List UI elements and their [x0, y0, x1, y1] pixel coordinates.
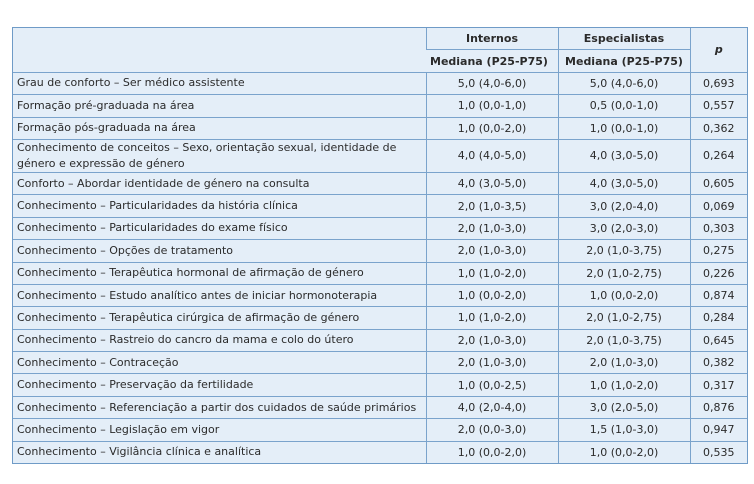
- p-cell: 0,693: [689, 72, 747, 96]
- internos-cell: 1,0 (0,0-2,5): [425, 373, 558, 397]
- p-cell: 0,605: [689, 172, 747, 196]
- p-cell: 0,284: [689, 306, 747, 330]
- row-label: Formação pré-graduada na área: [13, 94, 426, 118]
- p-cell: 0,645: [689, 329, 747, 353]
- especialistas-cell: 1,0 (0,0-2,0): [557, 441, 690, 464]
- especialistas-cell: 1,5 (1,0-3,0): [557, 418, 690, 442]
- especialistas-cell: 4,0 (3,0-5,0): [557, 139, 690, 173]
- table-row: Grau de conforto – Ser médico assistente…: [13, 72, 747, 96]
- especialistas-cell: 2,0 (1,0-3,75): [557, 329, 690, 353]
- table-row: Conhecimento – Preservação da fertilidad…: [13, 373, 747, 397]
- p-cell: 0,876: [689, 396, 747, 420]
- row-label: Conhecimento de conceitos – Sexo, orient…: [13, 139, 426, 173]
- group-header: Internos: [425, 28, 558, 51]
- table-row: Conhecimento – Referenciação a partir do…: [13, 396, 747, 420]
- table-row: Conhecimento – Legislação em vigor 2,0 (0…: [13, 418, 747, 442]
- internos-cell: 1,0 (0,0-2,0): [425, 117, 558, 140]
- table-row: Conforto – Abordar identidade de género …: [13, 172, 747, 196]
- internos-cell: 2,0 (1,0-3,0): [425, 217, 558, 241]
- p-cell: 0,303: [689, 217, 747, 241]
- row-label: Conhecimento – Preservação da fertilidad…: [13, 373, 426, 397]
- row-label: Conhecimento – Rastreio do cancro da mam…: [13, 329, 426, 353]
- p-cell: 0,874: [689, 284, 747, 308]
- internos-cell: 2,0 (1,0-3,0): [425, 239, 558, 263]
- row-label: Conhecimento – Legislação em vigor: [13, 418, 426, 442]
- especialistas-cell: 2,0 (1,0-2,75): [557, 306, 690, 330]
- especialistas-cell: 3,0 (2,0-4,0): [557, 194, 690, 218]
- table-frame: Internos Especialistas p Mediana (P25-P7…: [12, 27, 748, 465]
- row-label: Conhecimento – Referenciação a partir do…: [13, 396, 426, 420]
- table-row: Conhecimento – Terapêutica hormonal de a…: [13, 262, 747, 285]
- table-row: Conhecimento – Contraceção 2,0 (1,0-3,0) 2…: [13, 351, 747, 375]
- corner: [13, 28, 426, 73]
- p-cell: 0,226: [689, 262, 747, 285]
- especialistas-cell: 0,5 (0,0-1,0): [557, 94, 690, 118]
- especialistas-cell: 1,0 (1,0-2,0): [557, 373, 690, 397]
- internos-cell: 2,0 (1,0-3,0): [425, 351, 558, 375]
- especialistas-cell: 2,0 (1,0-3,75): [557, 239, 690, 263]
- internos-cell: 4,0 (2,0-4,0): [425, 396, 558, 420]
- table-row: Conhecimento – Opções de tratamento 2,0 (…: [13, 239, 747, 263]
- sub-header: Mediana (P25-P75): [557, 49, 690, 73]
- p-cell: 0,947: [689, 418, 747, 442]
- table-row: Conhecimento – Rastreio do cancro da mam…: [13, 329, 747, 353]
- p-cell: 0,069: [689, 194, 747, 218]
- table-row: Formação pré-graduada na área 1,0 (0,0-1,…: [13, 94, 747, 118]
- especialistas-cell: 5,0 (4,0-6,0): [557, 72, 690, 96]
- internos-cell: 2,0 (0,0-3,0): [425, 418, 558, 442]
- p-cell: 0,362: [689, 117, 747, 140]
- especialistas-cell: 1,0 (0,0-2,0): [557, 284, 690, 308]
- internos-cell: 1,0 (0,0-1,0): [425, 94, 558, 118]
- sub-header: Mediana (P25-P75): [426, 49, 558, 73]
- row-label: Conhecimento – Terapêutica cirúrgica de …: [13, 306, 426, 330]
- p-cell: 0,535: [689, 441, 747, 464]
- table-row: Conhecimento – Terapêutica cirúrgica de …: [13, 306, 747, 330]
- table-row: Conhecimento – Estudo analítico antes de…: [13, 284, 747, 308]
- row-label: Conforto – Abordar identidade de género …: [13, 172, 426, 196]
- row-label: Grau de conforto – Ser médico assistente: [13, 72, 426, 96]
- table-row: Conhecimento de conceitos – Sexo, orient…: [13, 139, 747, 173]
- internos-cell: 4,0 (4,0-5,0): [425, 139, 558, 173]
- row-label: Conhecimento – Particularidades da histó…: [13, 194, 426, 218]
- internos-cell: 2,0 (1,0-3,0): [425, 329, 558, 353]
- internos-cell: 2,0 (1,0-3,5): [425, 194, 558, 218]
- row-label: Conhecimento – Terapêutica hormonal de a…: [13, 262, 426, 285]
- row-label: Conhecimento – Particularidades do exame…: [13, 217, 426, 241]
- p-cell: 0,382: [689, 351, 747, 375]
- internos-cell: 1,0 (1,0-2,0): [425, 262, 558, 285]
- internos-cell: 5,0 (4,0-6,0): [425, 72, 558, 96]
- table-row: Conhecimento – Particularidades da histó…: [13, 194, 747, 218]
- especialistas-cell: 4,0 (3,0-5,0): [557, 172, 690, 196]
- row-label: Formação pós-graduada na área: [13, 117, 426, 140]
- p-header: p: [689, 28, 747, 73]
- especialistas-cell: 3,0 (2,0-5,0): [557, 396, 690, 420]
- row-label: Conhecimento – Opções de tratamento: [13, 239, 426, 263]
- row-label: Conhecimento – Vigilância clínica e anal…: [17, 445, 262, 459]
- row-label: Conhecimento – Contraceção: [13, 351, 426, 375]
- table-row: Conhecimento – Vigilância clínica e anal…: [13, 441, 747, 464]
- internos-cell: 1,0 (0,0-2,0): [425, 441, 558, 464]
- internos-cell: 1,0 (1,0-2,0): [425, 306, 558, 330]
- especialistas-cell: 2,0 (1,0-2,75): [557, 262, 690, 285]
- row-label: Conhecimento – Estudo analítico antes de…: [13, 284, 426, 308]
- table-body: Grau de conforto – Ser médico assistente…: [13, 72, 747, 464]
- group-header: Especialistas: [557, 28, 690, 51]
- especialistas-cell: 1,0 (0,0-1,0): [557, 117, 690, 140]
- p-cell: 0,557: [689, 94, 747, 118]
- table-row: Conhecimento – Particularidades do exame…: [13, 217, 747, 241]
- data-table: Internos Especialistas p Mediana (P25-P7…: [13, 28, 747, 464]
- internos-cell: 1,0 (0,0-2,0): [425, 284, 558, 308]
- p-cell: 0,275: [689, 239, 747, 263]
- p-cell: 0,317: [689, 373, 747, 397]
- especialistas-cell: 3,0 (2,0-3,0): [557, 217, 690, 241]
- p-cell: 0,264: [689, 139, 747, 173]
- table-row: Formação pós-graduada na área 1,0 (0,0-2,…: [13, 117, 747, 140]
- especialistas-cell: 2,0 (1,0-3,0): [557, 351, 690, 375]
- internos-cell: 4,0 (3,0-5,0): [425, 172, 558, 196]
